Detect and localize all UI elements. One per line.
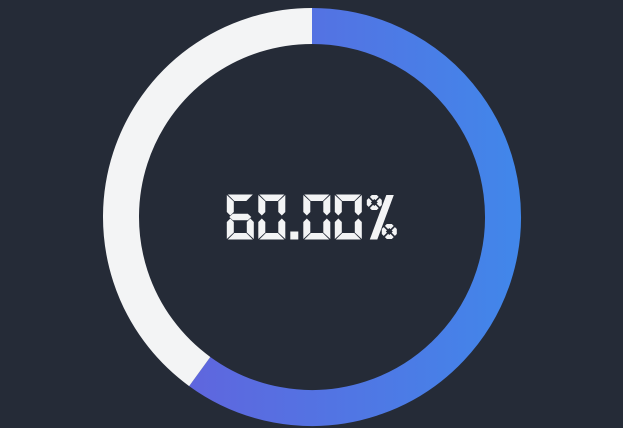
progress-track-arc (103, 8, 313, 387)
progress-value-display (226, 193, 398, 241)
progress-arc (189, 8, 521, 426)
